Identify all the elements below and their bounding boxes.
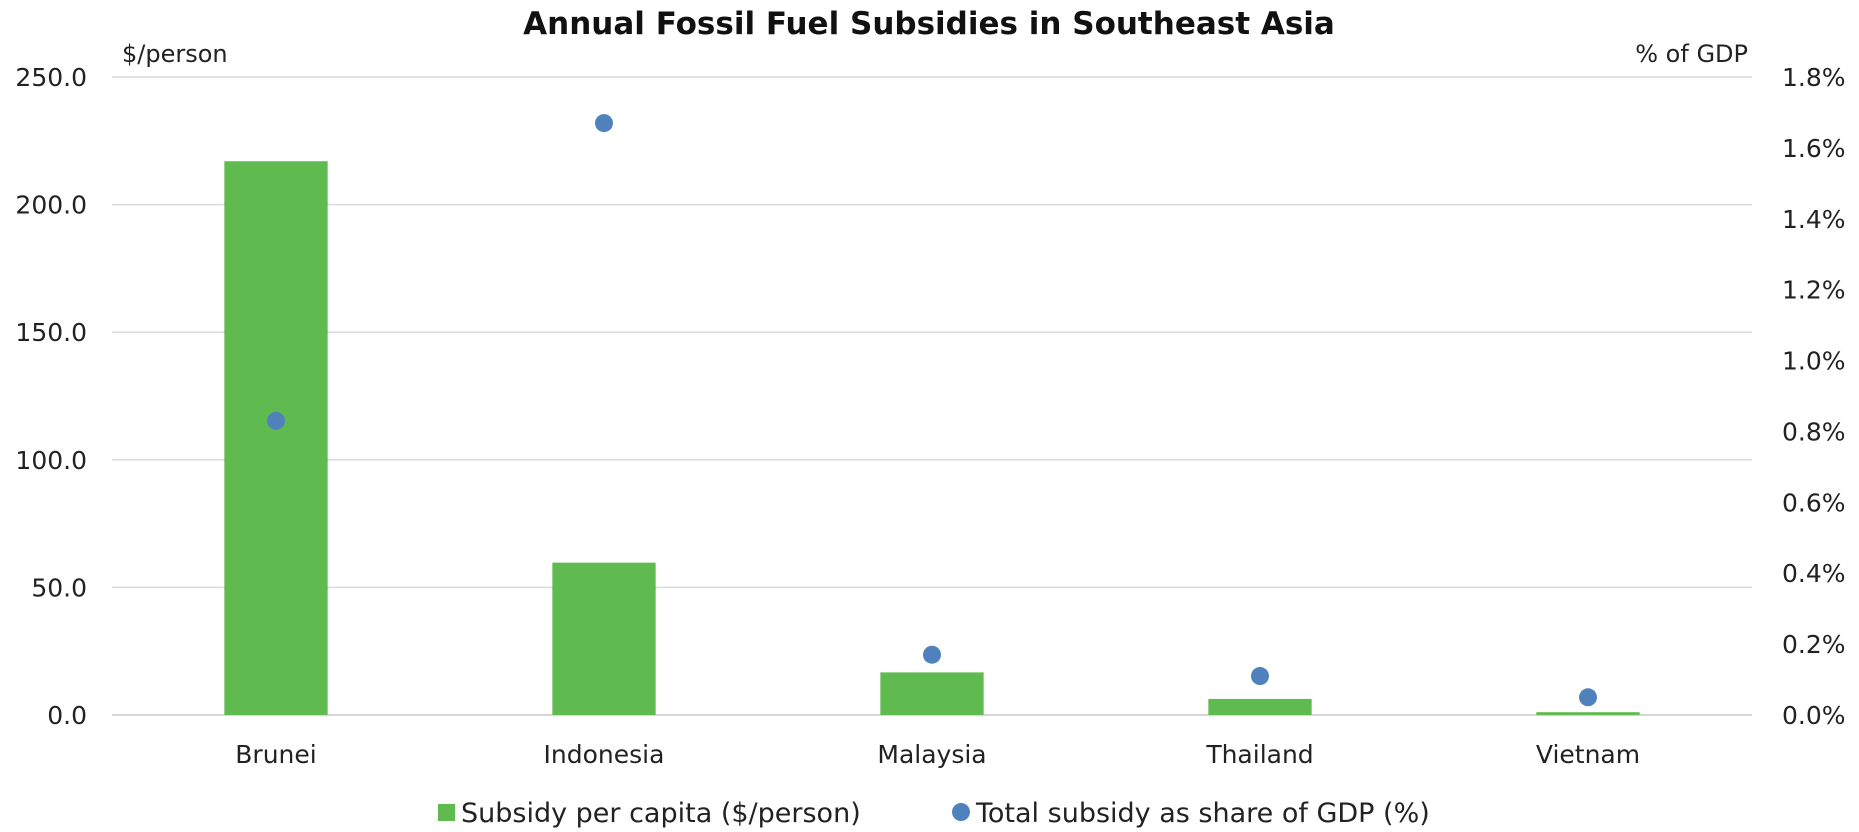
x-axis-tick-label: Thailand [1205,740,1313,769]
left-axis-tick-label: 100.0 [15,446,87,475]
right-axis-tick-label: 1.4% [1782,205,1846,234]
bar-vietnam [1536,712,1640,715]
point-series [267,114,1597,707]
point-thailand [1251,667,1269,686]
chart-title: Annual Fossil Fuel Subsidies in Southeas… [523,6,1335,42]
legend-dot-swatch [952,803,970,821]
bar-thailand [1208,698,1312,715]
point-indonesia [595,114,613,133]
right-axis-tick-label: 0.0% [1782,701,1846,730]
x-axis-tick-label: Vietnam [1536,740,1640,769]
right-axis-tick-label: 0.8% [1782,417,1846,446]
right-axis-label: % of GDP [1635,40,1748,68]
bar-malaysia [880,672,984,715]
right-axis-tick-label: 1.0% [1782,347,1846,376]
left-axis-tick-label: 50.0 [31,573,87,602]
left-axis-tick-label: 0.0 [47,701,87,730]
right-axis-tick-label: 0.6% [1782,488,1846,517]
bar-brunei [224,161,328,715]
right-axis-ticks: 0.0% 0.2% 0.4% 0.6% 0.8% 1.0% 1.2% 1.4% 1.6% 1.8% [1782,63,1846,730]
x-axis-tick-label: Indonesia [544,740,665,769]
legend-dot-label: Total subsidy as share of GDP (%) [975,798,1430,828]
point-malaysia [923,645,941,664]
legend-bar-label: Subsidy per capita ($/person) [461,798,861,828]
legend: Subsidy per capita ($/person) Total subs… [438,798,1430,829]
right-axis-tick-label: 1.6% [1782,134,1846,163]
x-axis-tick-label: Brunei [235,740,316,769]
point-brunei [267,411,285,430]
x-axis-tick-label: Malaysia [877,740,986,769]
legend-bar-swatch [438,804,455,821]
grid-lines [112,76,1752,716]
right-axis-tick-label: 0.2% [1782,630,1846,659]
left-axis-label: $/person [122,40,228,68]
left-axis-ticks: 0.0 50.0 100.0 150.0 200.0 250.0 [15,63,87,730]
right-axis-tick-label: 0.4% [1782,559,1846,588]
right-axis-tick-label: 1.2% [1782,276,1846,305]
bar-indonesia [552,562,656,715]
point-vietnam [1579,688,1597,707]
right-axis-tick-label: 1.8% [1782,63,1846,92]
left-axis-tick-label: 250.0 [15,63,87,92]
bar-series [224,161,1640,715]
left-axis-tick-label: 150.0 [15,318,87,347]
x-axis-ticks: Brunei Indonesia Malaysia Thailand Vietnam [235,740,1640,769]
left-axis-tick-label: 200.0 [15,191,87,220]
